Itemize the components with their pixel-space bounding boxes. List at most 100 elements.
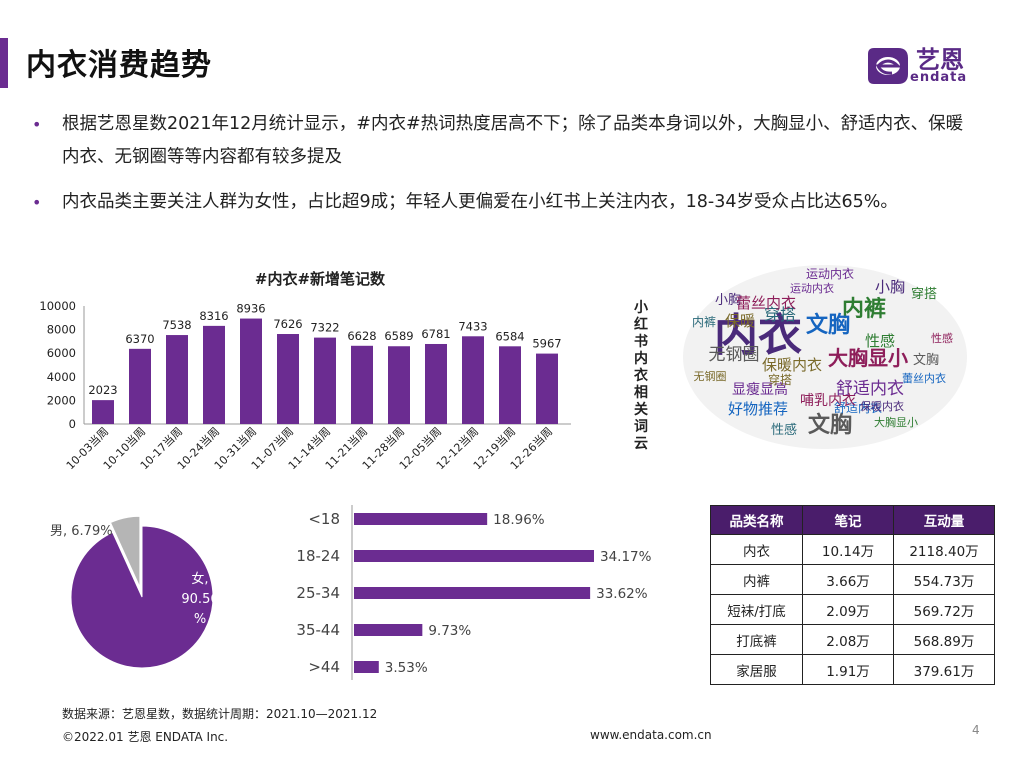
age-bar-chart: <18 18.96% 18-24 34.17% 25-34 33.62% 35-44 9.73… bbox=[296, 505, 652, 680]
bar-value-label: 5967 bbox=[532, 337, 561, 351]
endata-logo: 艺恩 endata bbox=[864, 40, 994, 92]
table-cell: 379.61万 bbox=[893, 654, 995, 685]
data-source-note: 数据来源：艺恩星数，数据统计周期：2021.10—2021.12 bbox=[62, 707, 378, 721]
copyright-text: ©2022.01 艺恩 ENDATA Inc. bbox=[62, 730, 229, 744]
category-stats-table: 品类名称 笔记 互动量 内衣 10.14万 2118.40万 内裤 3.66万 … bbox=[710, 505, 995, 685]
wordcloud-word: 内裤 bbox=[842, 296, 886, 322]
hbar-value-label: 34.17% bbox=[600, 549, 652, 565]
wordcloud-word: 性感 bbox=[771, 422, 797, 438]
bar-value-label: 7538 bbox=[162, 318, 191, 332]
pie-slice-female bbox=[70, 525, 214, 669]
wordcloud-word: 小胸 bbox=[875, 278, 905, 296]
logo-en-text: endata bbox=[910, 70, 968, 85]
pie-label-female-unit: % bbox=[194, 612, 206, 627]
pie-slice-male bbox=[109, 515, 141, 588]
y-tick-label: 4000 bbox=[47, 370, 76, 384]
wordcloud-word: 穿搭 bbox=[768, 372, 792, 387]
page-number: 4 bbox=[972, 723, 980, 737]
bar-value-label: 6589 bbox=[384, 329, 413, 343]
bar bbox=[314, 337, 336, 424]
table-cell: 2118.40万 bbox=[893, 534, 995, 565]
wordcloud-background bbox=[683, 265, 967, 449]
wordcloud-word: 文胸 bbox=[806, 312, 850, 338]
wordcloud-word: 舒适内衣 bbox=[834, 400, 882, 415]
hbar-bar bbox=[354, 661, 379, 673]
hbar-value-label: 33.62% bbox=[596, 586, 648, 602]
hbar-bar bbox=[354, 624, 423, 636]
bullet-item: • 根据艺恩星数2021年12月统计显示，#内衣#热词热度居高不下；除了品类本身… bbox=[30, 108, 970, 174]
wordcloud-word: 哺乳内衣 bbox=[800, 393, 856, 409]
y-tick-label: 2000 bbox=[47, 393, 76, 407]
bar bbox=[425, 343, 447, 424]
table-row: 短袜/打底 2.09万 569.72万 bbox=[710, 594, 995, 625]
table-cell: 10.14万 bbox=[802, 534, 894, 565]
table-row: 家居服 1.91万 379.61万 bbox=[710, 654, 995, 685]
table-header-cell: 互动量 bbox=[893, 505, 995, 535]
pie-label-female: 女, bbox=[191, 571, 208, 587]
table-cell: 1.91万 bbox=[802, 654, 894, 685]
wordcloud-word: 运动内衣 bbox=[790, 281, 834, 295]
wordcloud-word: 舒适内衣 bbox=[836, 379, 904, 399]
table-cell: 2.08万 bbox=[802, 624, 894, 655]
wordcloud-word: 好物推荐 bbox=[728, 400, 788, 418]
website-link[interactable]: www.endata.com.cn bbox=[590, 728, 712, 742]
wordcloud-word: 运动内衣 bbox=[806, 266, 854, 281]
table-header-cell: 品类名称 bbox=[710, 505, 803, 535]
wordcloud-word: 蕾丝内衣 bbox=[736, 294, 796, 312]
table-row: 内衣 10.14万 2118.40万 bbox=[710, 534, 995, 565]
hbar-bar bbox=[354, 513, 488, 525]
bar bbox=[536, 353, 558, 424]
bar bbox=[388, 346, 410, 424]
hbar-category-label: >44 bbox=[308, 658, 340, 676]
wordcloud-word: 保暖内衣 bbox=[860, 399, 904, 413]
bar-value-label: 7433 bbox=[458, 319, 487, 333]
hbar-value-label: 18.96% bbox=[493, 512, 545, 528]
table-cell: 2.09万 bbox=[802, 594, 894, 625]
logo-cn-text: 艺恩 bbox=[916, 46, 964, 74]
bullet-item: • 内衣品类主要关注人群为女性，占比超9成；年轻人更偏爱在小红书上关注内衣，18… bbox=[30, 186, 970, 219]
wordcloud-word: 大胸显小 bbox=[874, 415, 918, 429]
gender-pie-chart: 女, 90.56% 男, 6.79% bbox=[50, 515, 219, 669]
bar bbox=[129, 348, 151, 424]
y-tick-label: 0 bbox=[69, 417, 76, 431]
bar-value-label: 8936 bbox=[236, 302, 265, 316]
bar bbox=[462, 336, 484, 424]
table-row: 内裤 3.66万 554.73万 bbox=[710, 564, 995, 595]
wordcloud-word: 文胸 bbox=[808, 412, 852, 438]
pie-label-male: 男, 6.79% bbox=[50, 524, 113, 539]
bar-value-label: 6370 bbox=[125, 332, 154, 346]
wordcloud-word: 文胸 bbox=[913, 353, 939, 368]
bar bbox=[240, 318, 262, 424]
bar-value-label: 6628 bbox=[347, 329, 376, 343]
bar bbox=[92, 400, 114, 424]
wordcloud-word: 无钢圈 bbox=[709, 345, 760, 365]
bar-chart-title: #内衣#新增笔记数 bbox=[254, 270, 386, 288]
bar-value-label: 6781 bbox=[421, 327, 450, 341]
wordcloud-word: 保暖内衣 bbox=[762, 356, 822, 374]
table-cell: 家居服 bbox=[710, 654, 803, 685]
bar-value-label: 2023 bbox=[88, 383, 117, 397]
table-header-row: 品类名称 笔记 互动量 bbox=[710, 505, 995, 535]
hbar-bar bbox=[354, 550, 594, 562]
wordcloud-title: 小红书内衣相关词云 bbox=[634, 300, 648, 452]
wordcloud-word: 穿搭 bbox=[911, 286, 937, 302]
hbar-category-label: <18 bbox=[308, 510, 340, 528]
wordcloud-word: 内衣 bbox=[714, 310, 802, 361]
hbar-category-label: 35-44 bbox=[296, 621, 340, 639]
bar bbox=[499, 346, 521, 424]
wordcloud-word: 显瘦显高 bbox=[732, 381, 788, 398]
hbar-value-label: 3.53% bbox=[385, 660, 428, 676]
wordcloud-word: 小胸 bbox=[715, 293, 741, 308]
bar-value-label: 6584 bbox=[495, 329, 524, 343]
pie-label-female-value: 90.56 bbox=[181, 592, 218, 607]
y-tick-label: 8000 bbox=[47, 323, 76, 337]
wordcloud-word: 内裤 bbox=[692, 315, 716, 329]
bullet-list: • 根据艺恩星数2021年12月统计显示，#内衣#热词热度居高不下；除了品类本身… bbox=[30, 108, 970, 231]
weekly-notes-bar-chart: 0200040006000800010000202310-03当周637010-… bbox=[39, 299, 571, 472]
title-accent-bar bbox=[0, 38, 8, 88]
bar bbox=[277, 334, 299, 424]
bar bbox=[203, 325, 225, 424]
bullet-text: 根据艺恩星数2021年12月统计显示，#内衣#热词热度居高不下；除了品类本身词以… bbox=[62, 114, 964, 167]
table-row: 打底裤 2.08万 568.89万 bbox=[710, 624, 995, 655]
bar-value-label: 7626 bbox=[273, 317, 302, 331]
